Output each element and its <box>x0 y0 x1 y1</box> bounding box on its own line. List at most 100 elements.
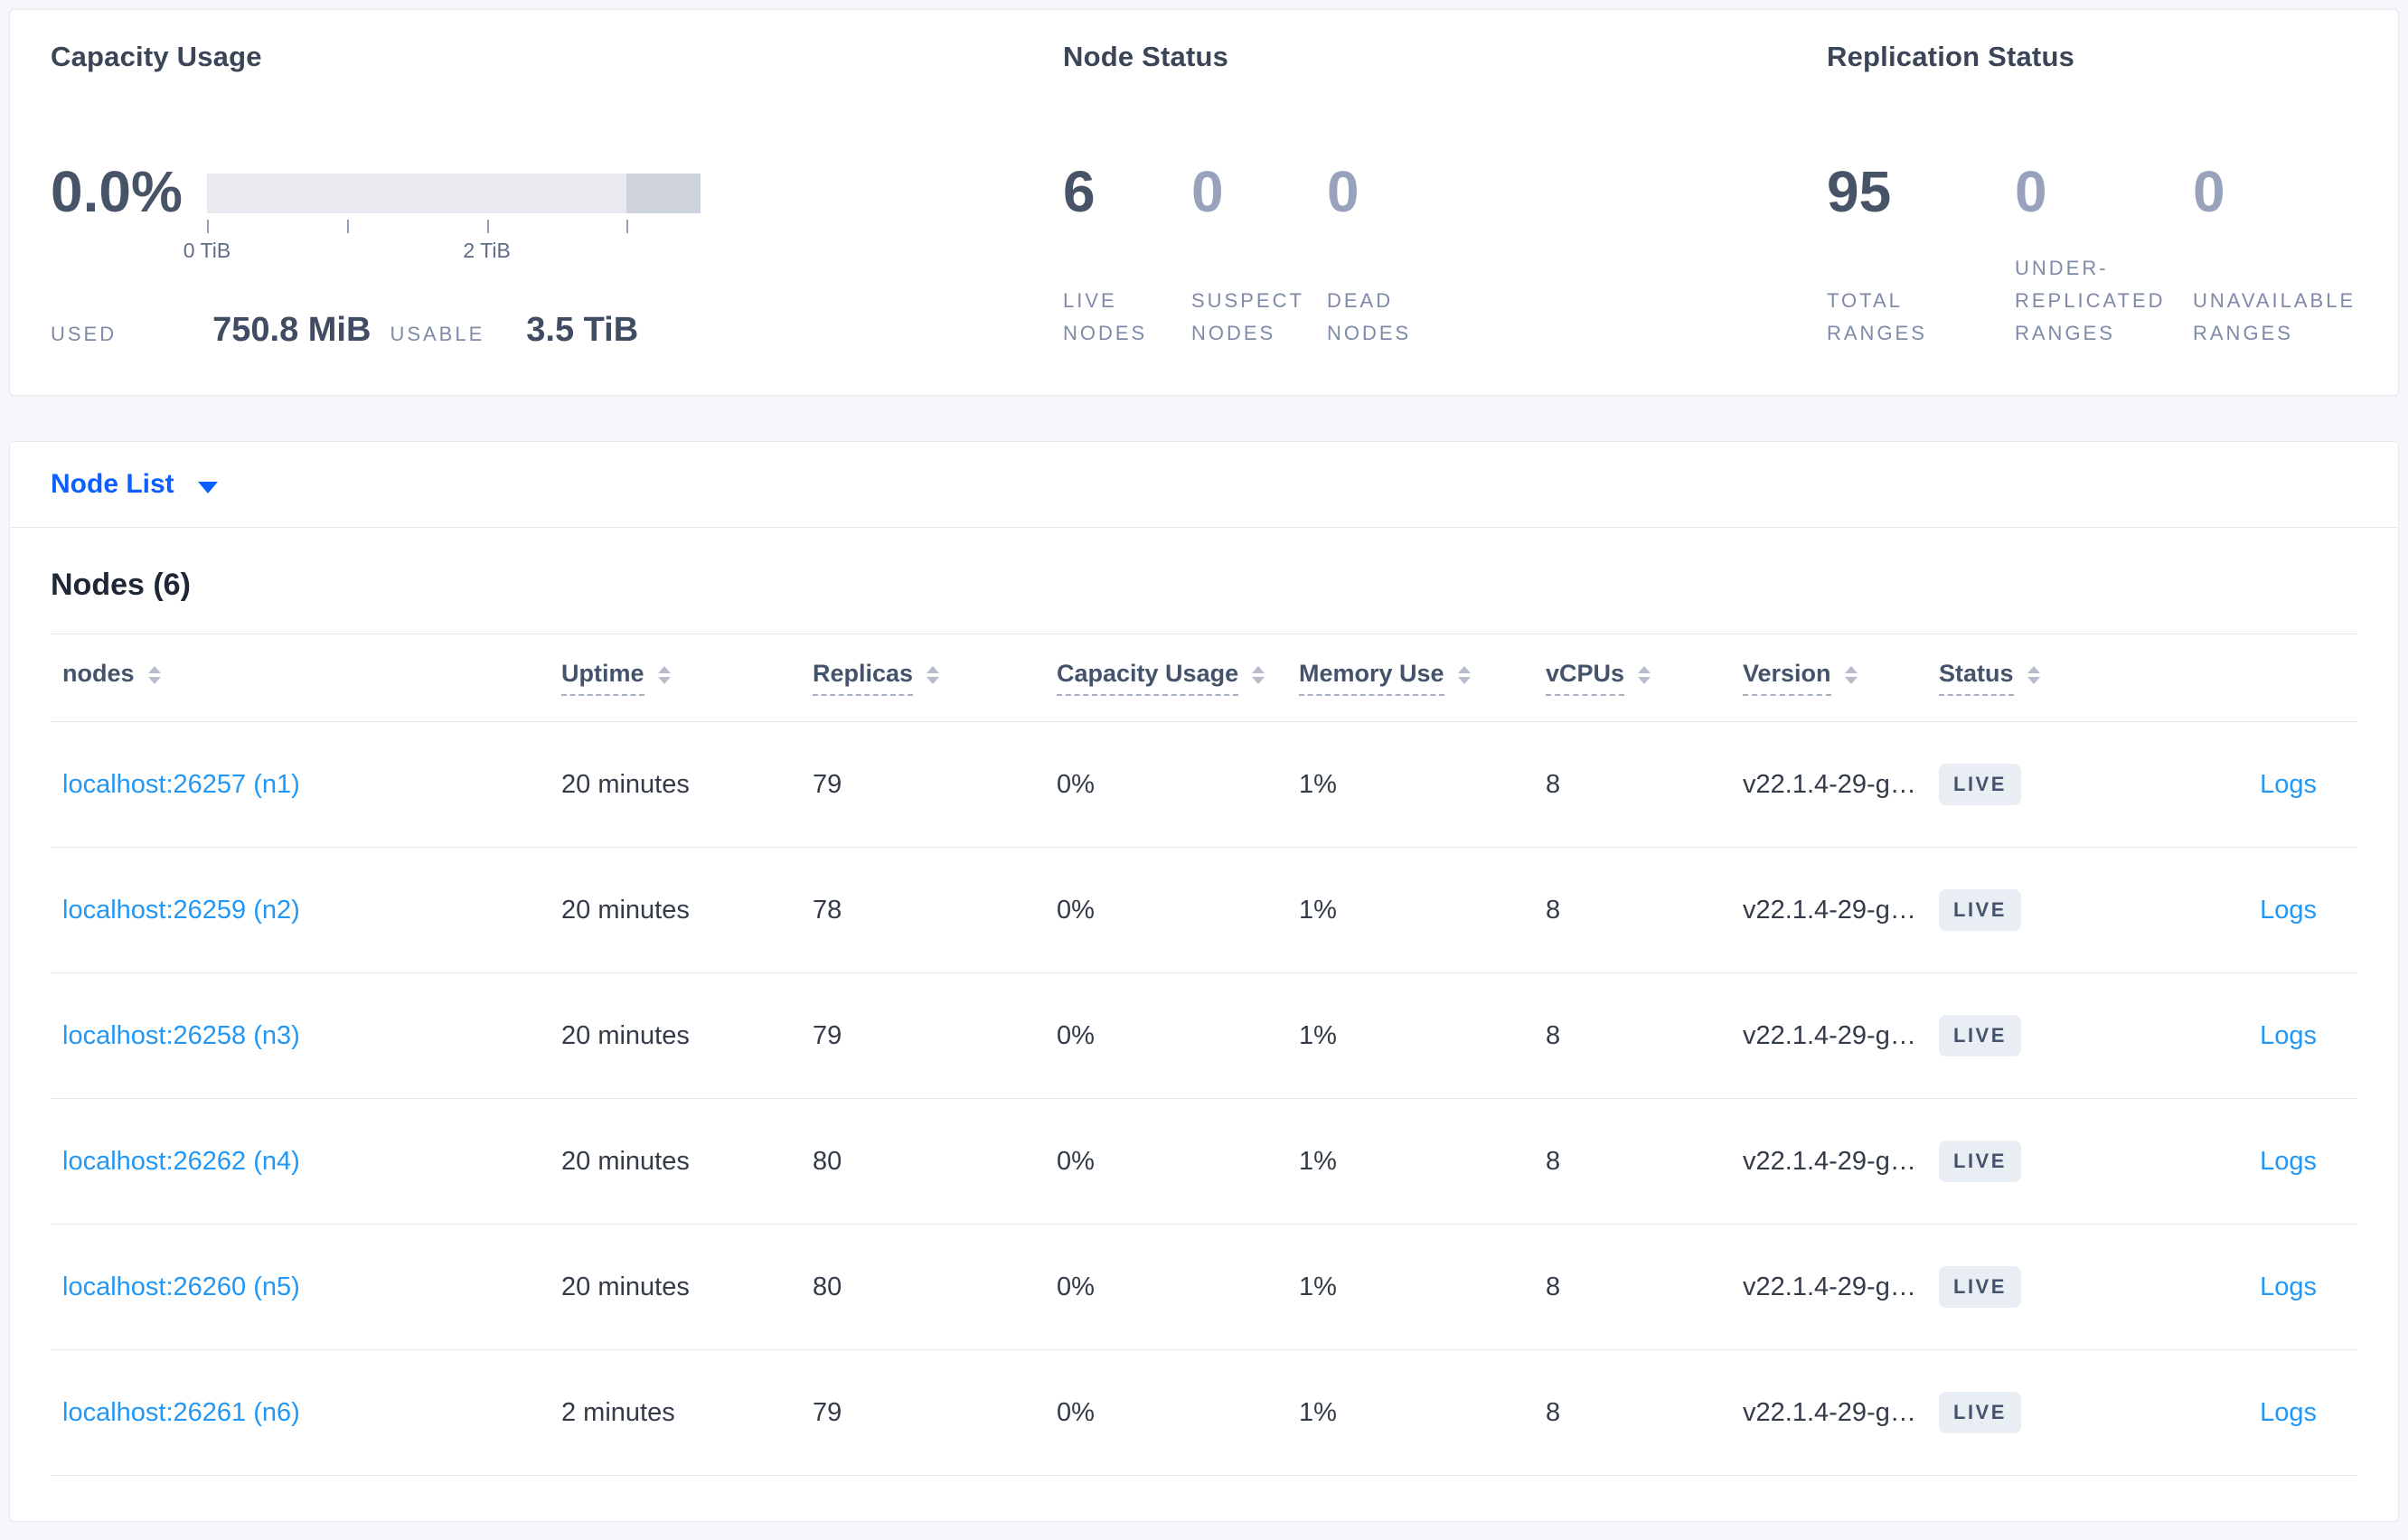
vcpus-cell: 8 <box>1546 1146 1561 1176</box>
node-address-link[interactable]: localhost:26257 (n1) <box>62 769 300 799</box>
sort-arrows-icon[interactable] <box>1638 666 1651 684</box>
vcpus-cell: 8 <box>1546 1020 1561 1050</box>
uptime-cell: 20 minutes <box>561 1272 690 1301</box>
sort-ascending-icon <box>1457 666 1471 673</box>
column-header-label: Uptime <box>561 660 644 696</box>
sort-descending-icon <box>927 677 940 684</box>
sort-arrows-icon[interactable] <box>1457 666 1471 684</box>
column-header-uptime[interactable]: Uptime <box>550 660 801 696</box>
node-status-metric-value: 0 <box>1191 159 1224 224</box>
logs-link[interactable]: Logs <box>2260 1146 2317 1176</box>
capacity-axis-tick <box>207 220 209 233</box>
memory-use-cell: 1% <box>1299 1272 1337 1301</box>
node-cell: localhost:26259 (n2) <box>51 896 550 925</box>
sort-ascending-icon <box>1844 666 1858 673</box>
sort-ascending-icon <box>927 666 940 673</box>
node-address-link[interactable]: localhost:26261 (n6) <box>62 1397 300 1427</box>
status-badge: LIVE <box>1939 764 2021 805</box>
column-header-replicas[interactable]: Replicas <box>801 660 1045 696</box>
replicas-cell: 80 <box>813 1272 842 1301</box>
logs-link[interactable]: Logs <box>2260 769 2317 799</box>
uptime-cell: 20 minutes <box>561 895 690 925</box>
sort-arrows-icon[interactable] <box>927 666 940 684</box>
replication-metric-label: UNDER-REPLICATED RANGES <box>2015 257 2166 344</box>
capacity-usage-cell: 0% <box>1057 895 1095 925</box>
uptime-cell: 20 minutes <box>561 1020 690 1050</box>
column-header-label: Capacity Usage <box>1057 660 1239 696</box>
logs-link[interactable]: Logs <box>2260 1272 2317 1301</box>
logs-cell: Logs <box>2153 1147 2357 1177</box>
column-header-vcpus[interactable]: vCPUs <box>1534 660 1731 696</box>
cluster-summary-card: Capacity Usage 0.0% 0 TiB 2 TiB USED 750.… <box>9 9 2399 396</box>
node-status-metrics: 6 LIVE NODES 0 SUSPECT NODES 0 DEAD NODES <box>1063 158 1786 350</box>
node-address-link[interactable]: localhost:26258 (n3) <box>62 1020 300 1050</box>
used-value: 750.8 MiB <box>212 311 372 349</box>
memory-use-cell: 1% <box>1299 1020 1337 1050</box>
capacity-usage-cell: 0% <box>1057 769 1095 799</box>
sort-descending-icon <box>2027 677 2040 684</box>
node-status-metric: 0 DEAD NODES <box>1327 158 1440 350</box>
table-row: localhost:26261 (n6) 2 minutes 79 0% 1% 8 v22.… <box>51 1350 2357 1476</box>
sort-arrows-icon[interactable] <box>147 666 161 684</box>
replicas-cell: 79 <box>813 1397 842 1427</box>
node-list-selector[interactable]: Node List <box>51 469 174 499</box>
logs-link[interactable]: Logs <box>2260 1020 2317 1050</box>
sort-descending-icon <box>1457 677 1471 684</box>
column-header-memory-use[interactable]: Memory Use <box>1287 660 1534 696</box>
column-header-label: Replicas <box>813 660 914 696</box>
logs-cell: Logs <box>2153 770 2357 800</box>
capacity-usage-cell: 0% <box>1057 1397 1095 1427</box>
column-header-label: Memory Use <box>1299 660 1444 696</box>
status-cell: LIVE <box>1927 764 2153 805</box>
sort-arrows-icon[interactable] <box>657 666 671 684</box>
replication-metric-value: 0 <box>2015 159 2047 224</box>
sort-arrows-icon[interactable] <box>2027 666 2040 684</box>
sort-arrows-icon[interactable] <box>1252 666 1265 684</box>
status-cell: LIVE <box>1927 1015 2153 1056</box>
sort-ascending-icon <box>2027 666 2040 673</box>
node-address-link[interactable]: localhost:26260 (n5) <box>62 1272 300 1301</box>
replication-metric: 95 TOTAL RANGES <box>1827 158 2015 350</box>
status-cell: LIVE <box>1927 889 2153 931</box>
capacity-axis-tick <box>346 220 349 233</box>
logs-link[interactable]: Logs <box>2260 1397 2317 1427</box>
node-status-section: Node Status 6 LIVE NODES 0 SUSPECT NODES 0 DE… <box>1022 10 1786 395</box>
replication-metric-value: 0 <box>2193 159 2225 224</box>
capacity-axis-tick-label: 2 TiB <box>463 239 511 262</box>
sort-arrows-icon[interactable] <box>1844 666 1858 684</box>
vcpus-cell: 8 <box>1546 895 1561 925</box>
logs-cell: Logs <box>2153 1021 2357 1051</box>
column-header-nodes[interactable]: nodes <box>51 660 550 696</box>
column-header-version[interactable]: Version <box>1731 660 1927 696</box>
status-cell: LIVE <box>1927 1392 2153 1433</box>
column-header-label: nodes <box>62 660 135 687</box>
node-address-link[interactable]: localhost:26259 (n2) <box>62 895 300 925</box>
usable-value: 3.5 TiB <box>526 311 639 349</box>
sort-descending-icon <box>147 677 161 684</box>
sort-descending-icon <box>1844 677 1858 684</box>
used-label: USED <box>51 323 118 345</box>
capacity-axis-tick <box>626 220 629 233</box>
logs-link[interactable]: Logs <box>2260 895 2317 925</box>
sort-ascending-icon <box>1638 666 1651 673</box>
memory-use-cell: 1% <box>1299 1397 1337 1427</box>
column-header-status[interactable]: Status <box>1927 660 2153 696</box>
uptime-cell: 20 minutes <box>561 769 690 799</box>
capacity-usage-section: Capacity Usage 0.0% 0 TiB 2 TiB USED 750.… <box>10 10 1022 395</box>
node-address-link[interactable]: localhost:26262 (n4) <box>62 1146 300 1176</box>
status-badge: LIVE <box>1939 1141 2021 1182</box>
capacity-usage-cell: 0% <box>1057 1146 1095 1176</box>
column-header-capacity-usage[interactable]: Capacity Usage <box>1045 660 1287 696</box>
capacity-usage-metrics: USED 750.8 MiB USABLE 3.5 TiB <box>51 311 1022 350</box>
chevron-down-icon[interactable] <box>197 481 218 493</box>
uptime-cell: 20 minutes <box>561 1146 690 1176</box>
replication-status-title: Replication Status <box>1827 41 2075 72</box>
node-list-card: Node List Nodes (6) nodes Uptime Replicas C… <box>9 441 2399 1522</box>
capacity-bar: 0 TiB 2 TiB <box>183 174 701 264</box>
node-status-metric-label: SUSPECT NODES <box>1191 289 1304 344</box>
column-header-label: vCPUs <box>1546 660 1625 696</box>
vcpus-cell: 8 <box>1546 1272 1561 1301</box>
capacity-axis-tick-label: 0 TiB <box>183 239 231 262</box>
node-status-metric-value: 0 <box>1327 159 1359 224</box>
